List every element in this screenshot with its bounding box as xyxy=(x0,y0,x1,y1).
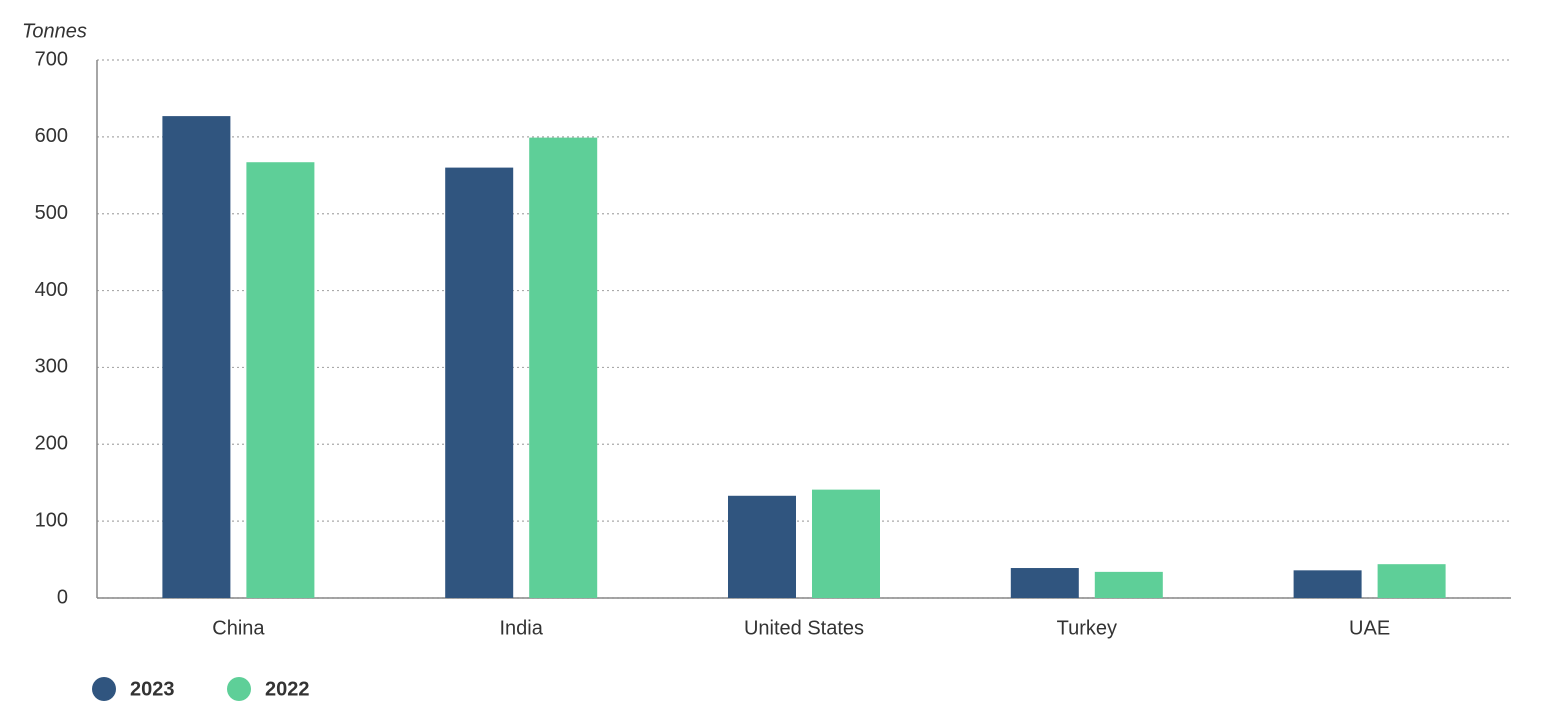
legend-label: 2022 xyxy=(265,678,310,700)
x-tick-label: United States xyxy=(744,617,864,639)
y-tick-label: 500 xyxy=(35,202,68,224)
y-tick-label: 0 xyxy=(57,586,68,608)
bar xyxy=(162,116,231,598)
y-tick-label: 600 xyxy=(35,125,68,147)
bar xyxy=(1293,570,1362,598)
bar xyxy=(728,495,796,598)
bar xyxy=(445,167,514,598)
y-tick-label: 300 xyxy=(35,356,68,378)
y-tick-label: 400 xyxy=(35,279,68,301)
x-tick-label: UAE xyxy=(1349,617,1390,639)
y-tick-label: 100 xyxy=(35,509,68,531)
bar xyxy=(812,489,880,598)
legend-label: 2023 xyxy=(130,678,175,700)
legend-marker xyxy=(92,677,116,701)
legend-marker xyxy=(227,677,251,701)
x-tick-label: China xyxy=(212,617,265,639)
bar xyxy=(1094,571,1163,598)
bar xyxy=(1377,564,1446,598)
x-tick-label: India xyxy=(500,617,544,639)
y-tick-label: 700 xyxy=(35,48,68,70)
y-axis-label: Tonnes xyxy=(22,20,87,42)
bar xyxy=(529,137,598,598)
bar xyxy=(1010,568,1079,598)
bar xyxy=(246,162,315,598)
x-tick-label: Turkey xyxy=(1057,617,1117,639)
y-tick-label: 200 xyxy=(35,433,68,455)
